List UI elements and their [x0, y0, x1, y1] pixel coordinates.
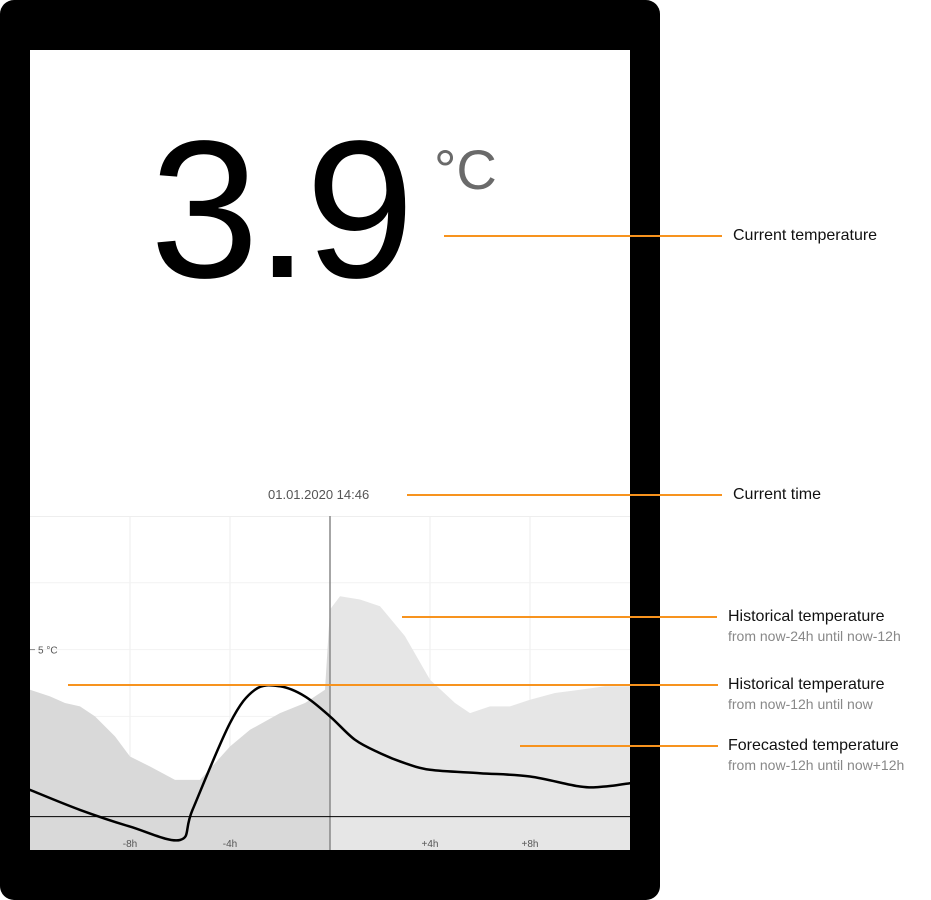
temperature-unit: °C [434, 138, 497, 201]
x-tick-label: -8h [123, 839, 137, 850]
annotation-line-historical-24h [402, 616, 717, 618]
current-time: 01.01.2020 14:46 [268, 487, 370, 502]
x-tick-label: -4h [223, 839, 237, 850]
device-frame: 3.9 °C 01.01.2020 14:46 5 °C -8h -4h +4h +8… [0, 0, 660, 900]
x-tick-label: +8h [522, 839, 539, 850]
annotation-historical-12h-subtitle: from now-12h until now [728, 696, 873, 712]
annotation-line-current-temperature [444, 235, 722, 237]
annotation-historical-24h-title: Historical temperature [728, 608, 885, 625]
annotation-current-time: Current time [733, 486, 822, 503]
annotation-forecast-subtitle: from now-12h until now+12h [728, 757, 905, 773]
x-tick-labels: -8h -4h +4h +8h [123, 839, 539, 850]
annotation-line-current-time [407, 494, 722, 496]
annotation-line-historical-12h [68, 684, 718, 686]
display-screen: 3.9 °C 01.01.2020 14:46 5 °C -8h -4h +4h +8… [30, 50, 630, 850]
x-tick-label: +4h [422, 839, 439, 850]
annotation-forecast-title: Forecasted temperature [728, 737, 899, 754]
reference-label: 5 °C [38, 646, 58, 657]
historical-area-now-24h-to-now-12h [330, 596, 630, 850]
forecast-curve [30, 684, 630, 842]
annotation-historical-24h-subtitle: from now-24h until now-12h [728, 628, 901, 644]
annotation-line-forecast [520, 745, 718, 747]
historical-area-now-12h-to-now [30, 609, 330, 850]
annotation-historical-12h-title: Historical temperature [728, 676, 885, 693]
current-temperature-value: 3.9 [150, 100, 414, 319]
annotation-current-temperature: Current temperature [733, 227, 878, 244]
temperature-chart: 5 °C -8h -4h +4h +8h [30, 516, 630, 850]
